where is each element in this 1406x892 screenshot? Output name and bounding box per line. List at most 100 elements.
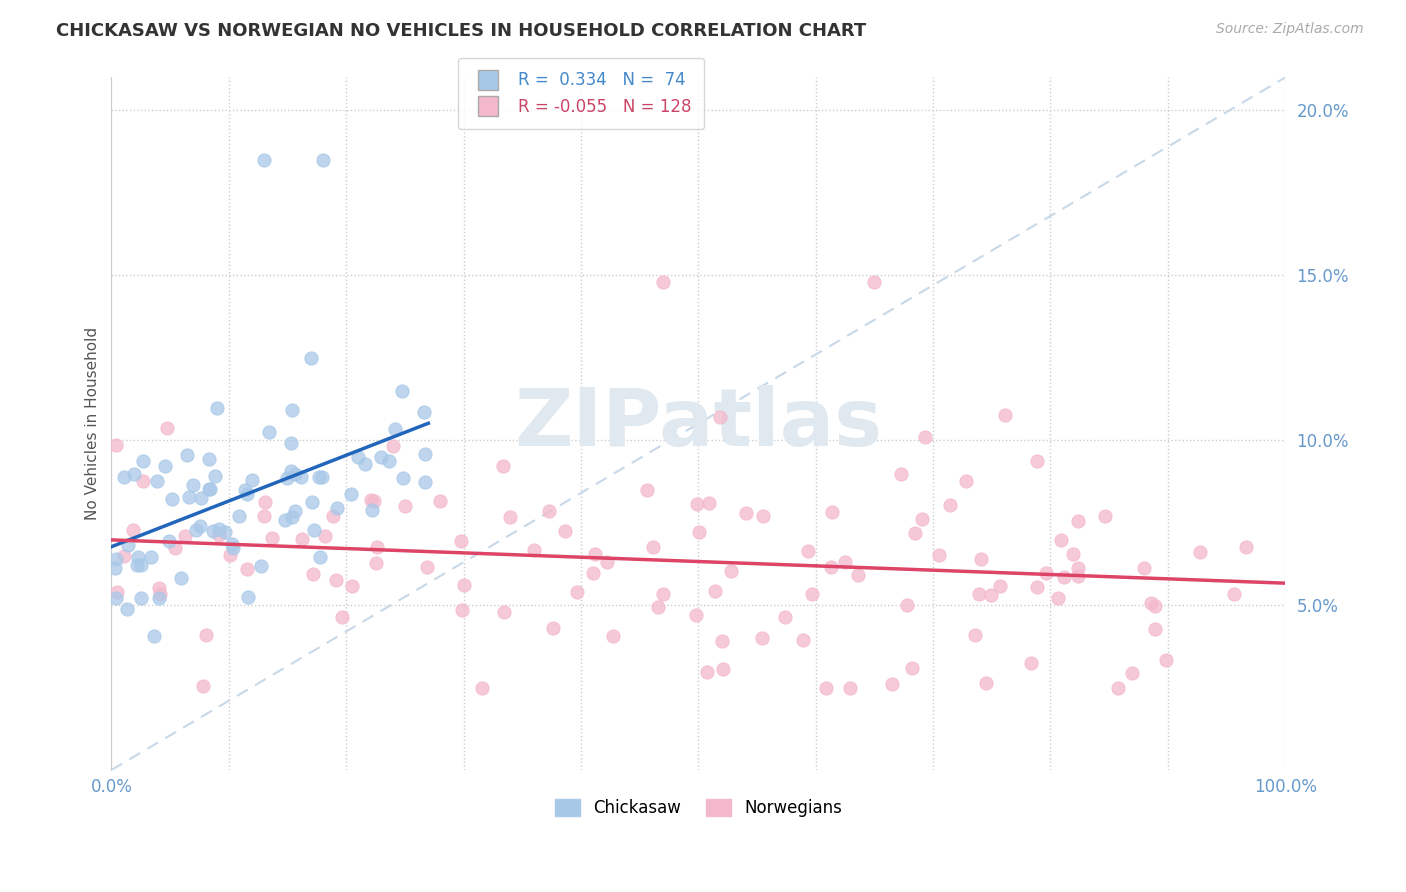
Point: [382, 439, 405, 453]
Point: [312, 153, 335, 167]
Point: [583, 547, 606, 561]
Point: [347, 450, 370, 464]
Point: [250, 559, 273, 574]
Point: [1154, 653, 1177, 667]
Point: [129, 591, 152, 605]
Point: [582, 566, 605, 580]
Point: [228, 509, 250, 524]
Point: [1053, 570, 1076, 584]
Point: [415, 446, 437, 460]
Point: [974, 676, 997, 690]
Point: [132, 474, 155, 488]
Point: [903, 526, 925, 541]
Point: [773, 609, 796, 624]
Point: [1121, 666, 1143, 681]
Point: [214, 525, 236, 540]
Point: [709, 410, 731, 425]
Point: [1067, 569, 1090, 583]
Point: [880, 676, 903, 690]
Point: [311, 470, 333, 484]
Point: [863, 275, 886, 289]
Point: [384, 421, 406, 435]
Point: [281, 510, 304, 524]
Point: [238, 591, 260, 605]
Point: [413, 475, 436, 489]
Point: [896, 598, 918, 612]
Point: [988, 579, 1011, 593]
Point: [994, 409, 1017, 423]
Point: [176, 448, 198, 462]
Point: [148, 591, 170, 606]
Point: [184, 523, 207, 537]
Point: [127, 550, 149, 565]
Point: [242, 473, 264, 487]
Point: [301, 495, 323, 509]
Point: [554, 524, 576, 539]
Point: [191, 679, 214, 693]
Point: [205, 401, 228, 416]
Point: [967, 587, 990, 601]
Point: [710, 634, 733, 648]
Point: [492, 458, 515, 473]
Point: [1132, 561, 1154, 575]
Point: [641, 540, 664, 554]
Point: [200, 482, 222, 496]
Point: [792, 633, 814, 648]
Point: [686, 497, 709, 511]
Point: [567, 584, 589, 599]
Point: [142, 629, 165, 643]
Point: [146, 474, 169, 488]
Point: [260, 531, 283, 545]
Point: [360, 502, 382, 516]
Point: [141, 549, 163, 564]
Point: [291, 532, 314, 546]
Point: [122, 467, 145, 481]
Point: [652, 275, 675, 289]
Point: [1019, 656, 1042, 670]
Point: [1025, 580, 1047, 594]
Text: CHICKASAW VS NORWEGIAN NO VEHICLES IN HOUSEHOLD CORRELATION CHART: CHICKASAW VS NORWEGIAN NO VEHICLES IN HO…: [56, 22, 866, 40]
Point: [148, 582, 170, 596]
Point: [751, 508, 773, 523]
Point: [636, 483, 658, 498]
Point: [980, 588, 1002, 602]
Point: [734, 506, 756, 520]
Point: [117, 537, 139, 551]
Point: [914, 430, 936, 444]
Point: [471, 681, 494, 695]
Point: [1107, 681, 1129, 695]
Point: [149, 587, 172, 601]
Point: [1234, 540, 1257, 554]
Point: [302, 523, 325, 537]
Point: [325, 574, 347, 588]
Point: [115, 602, 138, 616]
Point: [939, 498, 962, 512]
Point: [1144, 622, 1167, 636]
Point: [955, 475, 977, 489]
Point: [204, 469, 226, 483]
Point: [221, 537, 243, 551]
Point: [450, 534, 472, 549]
Point: [541, 621, 564, 635]
Point: [127, 558, 149, 573]
Point: [274, 513, 297, 527]
Point: [170, 571, 193, 585]
Point: [197, 451, 219, 466]
Point: [253, 508, 276, 523]
Point: [1067, 561, 1090, 575]
Point: [156, 421, 179, 435]
Point: [890, 467, 912, 482]
Point: [1050, 533, 1073, 547]
Point: [281, 402, 304, 417]
Point: [363, 494, 385, 508]
Point: [370, 450, 392, 464]
Point: [112, 470, 135, 484]
Point: [848, 568, 870, 582]
Point: [696, 665, 718, 680]
Point: [838, 681, 860, 695]
Point: [218, 548, 240, 562]
Point: [208, 527, 231, 541]
Point: [1144, 599, 1167, 614]
Point: [129, 558, 152, 572]
Point: [928, 549, 950, 563]
